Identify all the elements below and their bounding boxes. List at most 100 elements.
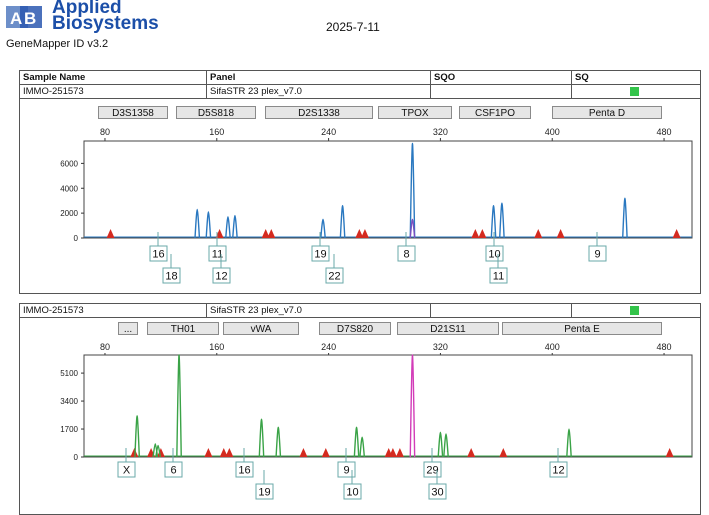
locus-d5s818[interactable]: D5S818 (176, 106, 256, 119)
allele-call-upper: 10 (488, 249, 500, 261)
allele-call-upper: 16 (152, 249, 164, 261)
peak-trace (409, 354, 416, 458)
peak-trace (409, 142, 416, 239)
locus-tpox[interactable]: TPOX (378, 106, 452, 119)
electropherogram-panel-1: Sample Name Panel SQO SQ IMMO-251573 Sif… (19, 70, 701, 294)
sq-value (571, 304, 701, 317)
peak-trace (194, 208, 201, 239)
locus-th01[interactable]: TH01 (147, 322, 219, 335)
svg-text:A: A (10, 9, 22, 28)
size-standard-marker (478, 229, 487, 238)
svg-text:B: B (24, 9, 36, 28)
allele-call-box (208, 245, 227, 262)
allele-call-upper: 9 (343, 465, 349, 477)
sample-row: IMMO-251573 SifaSTR 23 plex_v7.0 (20, 85, 700, 99)
allele-call-box (428, 483, 447, 500)
locus-penta-d[interactable]: Penta D (552, 106, 662, 119)
x-tick-label: 240 (321, 127, 336, 137)
applied-biosystems-logo-icon: A B (6, 6, 42, 28)
peak-trace (225, 216, 231, 239)
peak-trace (176, 354, 182, 458)
locus-d3s1358[interactable]: D3S1358 (98, 106, 168, 119)
locus-vwa[interactable]: vWA (223, 322, 299, 335)
locus-d2s1338[interactable]: D2S1338 (265, 106, 373, 119)
x-tick-label: 320 (433, 127, 448, 137)
sample-name: IMMO-251573 (23, 86, 84, 97)
size-standard-marker (471, 229, 480, 238)
size-standard-marker (215, 229, 224, 238)
x-tick-label: 480 (657, 127, 672, 137)
size-standard-marker (156, 448, 165, 457)
peak-trace (359, 436, 366, 458)
y-tick-label: 0 (74, 234, 79, 243)
allele-call-box (149, 245, 168, 262)
y-tick-label: 0 (74, 453, 79, 462)
peak-trace (339, 204, 346, 239)
peak-trace (409, 218, 416, 239)
allele-call-box (343, 483, 362, 500)
allele-call-lower: 22 (328, 271, 340, 283)
peak-trace (232, 214, 238, 239)
allele-call-box (549, 461, 568, 478)
allele-call-lower: 10 (346, 487, 358, 499)
allele-call-upper: 29 (426, 465, 438, 477)
allele-call-box (311, 245, 330, 262)
allele-call-box (255, 483, 274, 500)
size-standard-marker (672, 229, 681, 238)
allele-call-upper: 6 (170, 465, 176, 477)
column-sample-name: Sample Name (23, 72, 86, 83)
size-standard-marker (534, 229, 543, 238)
locus-more[interactable]: ... (118, 322, 138, 335)
size-standard-marker (261, 229, 270, 238)
locus-d7s820[interactable]: D7S820 (319, 322, 391, 335)
sqo-value (430, 304, 574, 317)
column-panel: Panel (206, 71, 430, 84)
brand-line-2: Biosystems (52, 13, 159, 34)
peak-trace (353, 426, 360, 458)
allele-call-box (337, 461, 356, 478)
locus-d21s11[interactable]: D21S11 (397, 322, 499, 335)
y-tick-label: 5100 (60, 369, 78, 378)
plot-frame (83, 140, 693, 239)
allele-call-upper: 19 (314, 249, 326, 261)
report-date: 2025-7-11 (326, 20, 380, 34)
allele-call-upper: 8 (403, 249, 409, 261)
panel-name: SifaSTR 23 plex_v7.0 (206, 85, 430, 98)
allele-call-box (164, 461, 183, 478)
x-tick-label: 480 (657, 342, 672, 352)
peak-trace (205, 211, 212, 239)
locus-csf1po[interactable]: CSF1PO (459, 106, 531, 119)
peak-trace (275, 426, 282, 458)
allele-call-upper: 12 (552, 465, 564, 477)
sizing-quality-indicator (630, 87, 639, 96)
size-standard-marker (395, 448, 404, 457)
y-tick-label: 1700 (60, 425, 78, 434)
sqo-value (430, 85, 574, 98)
brand-name: Applied Biosystems (52, 0, 159, 34)
size-standard-marker (360, 229, 369, 238)
size-standard-marker (267, 229, 276, 238)
size-standard-marker (665, 448, 674, 457)
x-tick-label: 160 (209, 127, 224, 137)
size-standard-marker (299, 448, 308, 457)
panel-name: SifaSTR 23 plex_v7.0 (206, 304, 430, 317)
x-tick-label: 320 (433, 342, 448, 352)
x-tick-label: 400 (545, 342, 560, 352)
column-sqo: SQO (430, 71, 574, 84)
locus-penta-e[interactable]: Penta E (502, 322, 662, 335)
y-tick-label: 3400 (60, 397, 78, 406)
size-standard-marker (130, 448, 139, 457)
allele-call-lower: 19 (258, 487, 270, 499)
peak-trace (490, 204, 497, 239)
size-standard-marker (204, 448, 213, 457)
peak-trace (155, 444, 161, 458)
x-tick-label: 160 (209, 342, 224, 352)
allele-call-lower: 11 (493, 271, 504, 283)
brand-line-1: Applied (52, 0, 122, 18)
allele-call-box (489, 267, 508, 284)
allele-call-box (325, 267, 344, 284)
plot-frame (83, 354, 693, 458)
column-sq: SQ (571, 71, 701, 84)
x-tick-label: 240 (321, 342, 336, 352)
allele-call-box (212, 267, 231, 284)
